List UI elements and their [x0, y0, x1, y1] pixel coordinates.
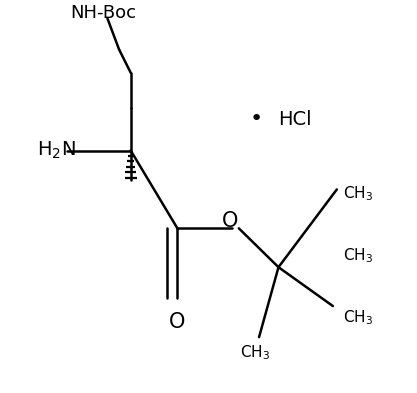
- Text: CH$_3$: CH$_3$: [343, 309, 373, 327]
- Text: CH$_3$: CH$_3$: [343, 246, 373, 265]
- Text: •: •: [250, 110, 263, 129]
- Text: HCl: HCl: [279, 110, 312, 129]
- Text: CH$_3$: CH$_3$: [240, 343, 270, 362]
- Text: NH-Boc: NH-Boc: [70, 4, 136, 22]
- Text: O: O: [222, 211, 238, 231]
- Text: O: O: [169, 312, 186, 332]
- Text: H$_2$N: H$_2$N: [38, 140, 76, 161]
- Text: CH$_3$: CH$_3$: [343, 184, 373, 203]
